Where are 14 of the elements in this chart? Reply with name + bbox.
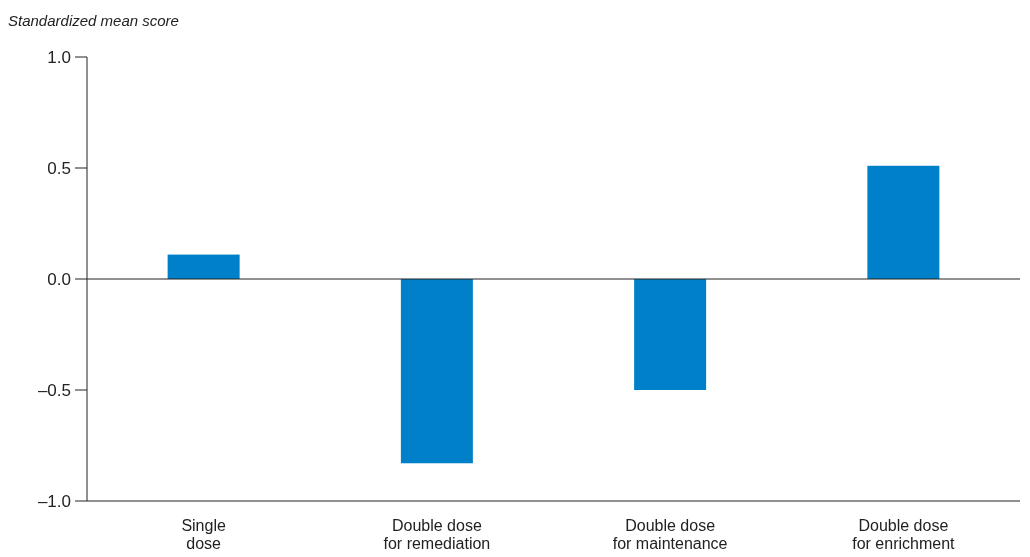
x-tick-label: Single dose bbox=[181, 517, 226, 552]
bar bbox=[167, 254, 240, 279]
y-tick-label: –0.5 bbox=[37, 380, 71, 400]
x-tick-label: Double dose for maintenance bbox=[612, 517, 728, 552]
y-tick-label: 0.5 bbox=[47, 158, 71, 178]
y-axis-title: Standardized mean score bbox=[8, 12, 179, 29]
y-tick-label: –1.0 bbox=[37, 491, 71, 511]
bar bbox=[400, 279, 473, 464]
bar bbox=[867, 165, 940, 279]
x-tick-label: Double dose for enrichment bbox=[852, 517, 956, 552]
y-tick-label: 1.0 bbox=[47, 47, 71, 67]
bar bbox=[634, 279, 707, 390]
x-tick-label: Double dose for remediation bbox=[383, 517, 491, 552]
y-tick-label: 0.0 bbox=[47, 269, 71, 289]
